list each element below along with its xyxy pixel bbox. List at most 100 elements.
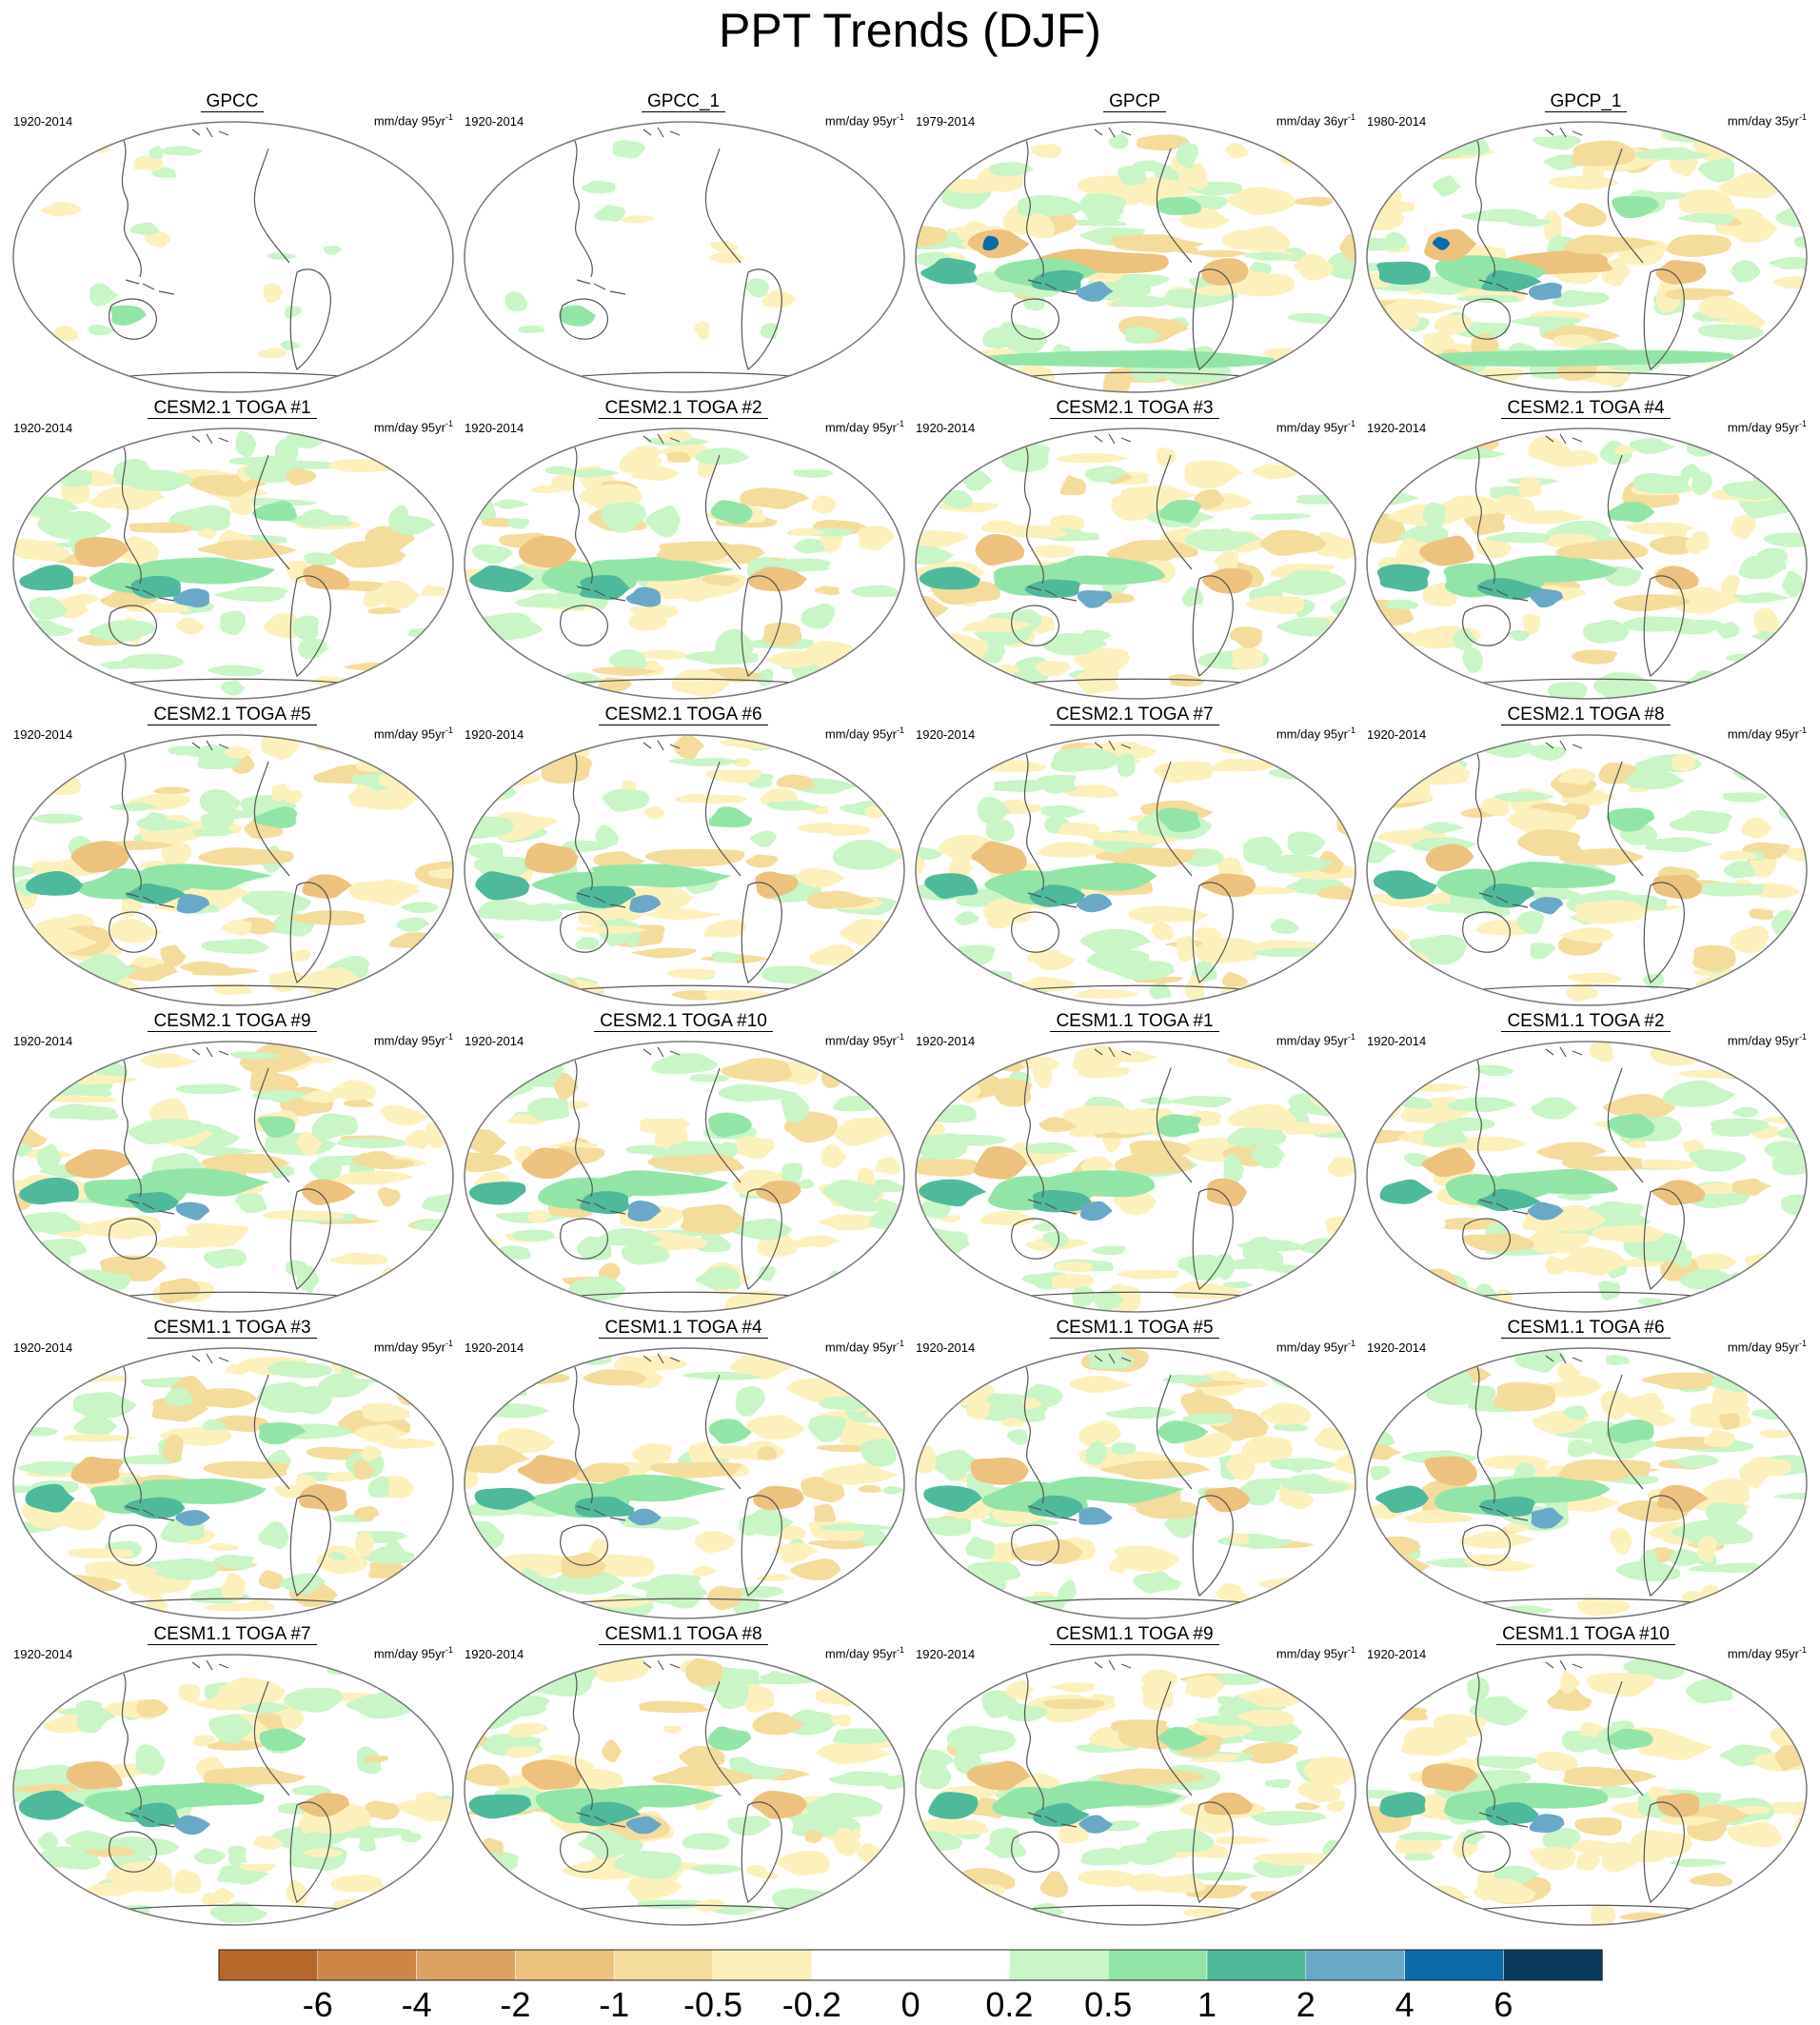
trend-contour <box>465 1374 511 1394</box>
trend-contour <box>694 321 710 340</box>
robinson-map <box>464 1041 905 1313</box>
south-america-coastline <box>741 268 782 370</box>
trend-contour <box>970 1457 1029 1485</box>
trend-contour <box>518 535 577 568</box>
trend-contour <box>1530 942 1555 960</box>
trend-contour <box>707 1726 752 1751</box>
trend-contour <box>271 783 292 803</box>
period-label: 1920-2014 <box>1367 421 1427 435</box>
trend-contour <box>1652 874 1702 900</box>
trend-contour <box>796 867 844 888</box>
trend-contour <box>126 963 178 982</box>
units-exponent: -1 <box>1798 1339 1807 1348</box>
arctic-coastline <box>1094 433 1132 445</box>
robinson-map <box>12 1347 454 1619</box>
units-text: mm/day 95yr <box>373 113 445 129</box>
south-america-coastline <box>1643 1495 1685 1597</box>
asia-coastline <box>121 447 142 585</box>
units-label: mm/day 95yr-1 <box>825 1030 904 1047</box>
trend-contour <box>591 666 658 677</box>
trend-contour <box>1073 646 1131 676</box>
units-label: mm/day 95yr-1 <box>825 417 904 434</box>
trend-contour <box>1081 629 1112 641</box>
units-exponent: -1 <box>1347 419 1355 428</box>
trend-contour <box>16 1460 84 1476</box>
arctic-coastline <box>1094 1659 1132 1671</box>
trend-contour <box>1640 1159 1699 1169</box>
trend-contour <box>20 1369 53 1378</box>
trend-contour <box>91 143 110 153</box>
trend-contour <box>191 828 234 837</box>
trend-contour <box>1731 353 1787 367</box>
indonesia-coastline <box>1478 1199 1529 1215</box>
trend-contour <box>1408 139 1444 157</box>
trend-contour <box>203 1460 290 1479</box>
trend-contour <box>280 1708 305 1730</box>
trend-contour <box>1703 1429 1735 1448</box>
trend-contour <box>1691 471 1713 496</box>
trend-contour <box>97 486 166 510</box>
trend-contour <box>916 845 943 863</box>
panel-title-text: CESM2.1 TOGA #4 <box>1501 398 1671 419</box>
trend-contour <box>1567 972 1623 984</box>
trend-contour <box>1072 1285 1097 1309</box>
trend-contour <box>1582 619 1630 644</box>
trend-contour <box>1367 1584 1429 1598</box>
trend-contour <box>37 510 112 540</box>
trend-contour <box>1778 1239 1807 1258</box>
trend-contour <box>1600 1390 1632 1420</box>
trend-contour <box>203 1248 247 1269</box>
trend-contour <box>948 855 973 880</box>
trend-contour <box>471 544 514 565</box>
north-america-coastline <box>704 761 742 877</box>
trend-contour <box>1078 1815 1114 1834</box>
trend-contour <box>469 1566 490 1577</box>
north-america-coastline <box>253 761 290 877</box>
trend-contour <box>465 1680 497 1710</box>
trend-contour <box>1384 599 1419 609</box>
trend-contour <box>946 1725 1017 1756</box>
trend-contour <box>1157 1114 1201 1138</box>
trend-contour <box>916 311 927 327</box>
trend-contour <box>13 1353 44 1374</box>
trend-contour <box>1268 569 1347 596</box>
trend-contour <box>136 1698 169 1717</box>
trend-contour <box>522 972 572 999</box>
north-america-coastline <box>1156 1067 1193 1183</box>
trend-contour <box>621 1243 670 1265</box>
trend-contour <box>757 1871 779 1879</box>
units-exponent: -1 <box>1347 1032 1355 1042</box>
trend-contour <box>1532 135 1581 150</box>
trend-contour <box>414 861 453 891</box>
trend-contour <box>1079 1201 1113 1221</box>
australia-coastline <box>1011 605 1059 646</box>
trend-contour <box>1481 269 1542 292</box>
units-exponent: -1 <box>445 1032 453 1042</box>
robinson-map <box>12 427 454 700</box>
trend-contour <box>330 1378 381 1386</box>
australia-coastline <box>109 1218 157 1260</box>
trend-contour <box>1734 592 1791 604</box>
trend-contour <box>980 758 1047 773</box>
trend-contour <box>689 1074 730 1082</box>
panel-title-text: CESM1.1 TOGA #9 <box>1050 1624 1219 1645</box>
trend-contour <box>1423 342 1479 355</box>
trend-contour <box>1252 947 1319 958</box>
trend-contour <box>1752 755 1777 765</box>
trend-contour <box>1610 1528 1633 1556</box>
units-exponent: -1 <box>1347 112 1355 122</box>
trend-contour <box>1221 972 1248 988</box>
indonesia-coastline <box>576 1505 626 1521</box>
trend-contour <box>628 446 663 461</box>
trend-contour <box>412 1598 453 1618</box>
arctic-coastline <box>1545 1046 1583 1058</box>
trend-contour <box>311 1113 358 1140</box>
trend-contour <box>1157 1420 1209 1444</box>
trend-contour <box>982 235 999 251</box>
trend-contour <box>302 1090 340 1103</box>
units-label: mm/day 95yr-1 <box>825 724 904 741</box>
map-frame <box>1366 427 1808 700</box>
trend-contour <box>73 1414 118 1437</box>
map-frame <box>12 1347 454 1619</box>
units-label: mm/day 95yr-1 <box>825 110 904 128</box>
